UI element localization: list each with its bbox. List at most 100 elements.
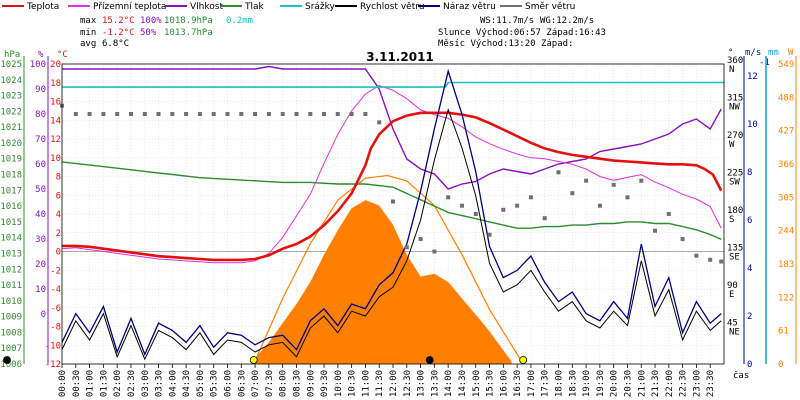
x-tick-label: 02:30 [127, 370, 137, 397]
x-tick-label: 10:30 [348, 370, 358, 397]
w-tick-label: 305 [778, 193, 794, 203]
wind-dir-point [377, 120, 382, 125]
hpa-tick-label: 1013 [0, 249, 22, 259]
axis-title-hpa: hPa [4, 50, 20, 60]
x-tick-label: 04:30 [182, 370, 192, 397]
x-tick-label: 21:00 [637, 370, 647, 397]
wind-dir-point [570, 191, 575, 196]
dir-tick-label: 135 [727, 244, 743, 254]
sun-moon-markers [3, 356, 528, 364]
x-tick-label: 16:30 [513, 370, 523, 397]
axis-ms-top: -1 [759, 58, 770, 68]
x-tick-label: 08:00 [279, 370, 289, 397]
x-tick-label: 06:30 [237, 370, 247, 397]
x-tick-label: 15:00 [472, 370, 482, 397]
pct-tick-label: 10 [35, 285, 46, 295]
wind-dir-point [239, 112, 244, 116]
dir-compass-label: NE [729, 328, 740, 338]
moon-times: Měsíc Východ:13:20 Západ: [438, 39, 573, 49]
wind-dir-point [625, 195, 630, 200]
x-tick-label: 19:30 [596, 370, 606, 397]
w-tick-label: 0 [778, 360, 783, 370]
dir-compass-label: NW [729, 103, 740, 113]
wind-dir-point [87, 112, 92, 116]
rain-line [62, 81, 724, 88]
x-tick-label: 21:30 [651, 370, 661, 397]
wind-dir-point [280, 112, 285, 116]
x-tick-label: 05:30 [210, 370, 220, 397]
x-tick-label: 03:00 [141, 370, 151, 397]
wind-dir-point [129, 112, 133, 116]
wind-dir-point [253, 112, 258, 116]
x-tick-label: 06:00 [224, 370, 234, 397]
axis-titles: hPa % °C ° m/s mm W -1 čas [4, 48, 794, 381]
x-tick-label: 09:00 [306, 370, 316, 397]
temp-tick-label: 14 [50, 116, 61, 126]
temp-tick-label: 0 [56, 248, 61, 258]
wind-dir-point [404, 245, 409, 250]
ms-tick-label: 6 [747, 216, 752, 226]
pct-tick-label: 50 [35, 185, 46, 195]
axis-title-dir: ° [728, 48, 733, 58]
hpa-tick-label: 1015 [0, 218, 22, 228]
wind-dir-point [487, 232, 492, 237]
wind-dir-point [719, 259, 724, 264]
legend-label-wind_gust: Náraz větru [443, 2, 496, 12]
legend-label-rain: Srážky [305, 2, 336, 12]
wind-dir-point [211, 112, 216, 116]
temp-tick-label: -8 [50, 323, 61, 333]
axes: 1025102410231022102110201019101810171016… [0, 56, 797, 397]
x-tick-label: 22:00 [665, 370, 675, 397]
x-tick-label: 01:30 [99, 370, 109, 397]
x-tick-label: 05:00 [196, 370, 206, 397]
x-tick-label: 12:00 [389, 370, 399, 397]
wind-dir-point [115, 112, 120, 116]
hpa-tick-label: 1019 [0, 155, 22, 165]
wind-dir-point [680, 237, 685, 241]
wind-dir-point [101, 112, 106, 116]
hpa-tick-label: 1016 [0, 202, 22, 212]
wind-dir-point [322, 112, 326, 116]
x-tick-label: 18:00 [555, 370, 565, 397]
avg-temp: 6.8°C [102, 39, 129, 49]
wind-dir-point [156, 112, 161, 116]
w-tick-label: 244 [778, 227, 794, 237]
wind-speed-line [61, 107, 722, 361]
wind-dir-point [446, 195, 451, 200]
x-tick-label: 19:00 [582, 370, 592, 397]
x-tick-label: 14:00 [444, 370, 454, 397]
dir-tick-label: 225 [727, 169, 743, 179]
legend-label-wind_dir: Směr větru [525, 2, 575, 12]
axis-title-temp: °C [57, 50, 68, 60]
series-lines [61, 65, 724, 361]
hpa-tick-label: 1011 [0, 281, 22, 291]
min-temp: -1.2°C [102, 28, 135, 38]
x-tick-label: 14:30 [458, 370, 468, 397]
x-tick-label: 10:00 [334, 370, 344, 397]
wind-dir-point [335, 112, 340, 116]
w-tick-label: 488 [778, 93, 794, 103]
x-tick-label: 22:30 [679, 370, 689, 397]
x-tick-label: 12:30 [403, 370, 413, 397]
hpa-tick-label: 1022 [0, 107, 22, 117]
wind-dir-point [197, 112, 202, 116]
x-tick-label: 01:00 [86, 370, 96, 397]
dir-tick-label: 360 [727, 56, 743, 66]
pct-tick-label: 90 [35, 85, 46, 95]
pct-tick-label: 40 [35, 210, 46, 220]
wind-dir-point [266, 112, 271, 116]
temp-tick-label: 6 [56, 191, 61, 201]
legend-label-humidity: Vlhkost [190, 2, 223, 12]
hpa-tick-label: 1006 [0, 360, 22, 370]
min-hum: 50% [140, 28, 157, 38]
wind-dir-point [294, 112, 299, 116]
dir-tick-label: 45 [727, 319, 738, 329]
pct-tick-label: 70 [35, 135, 46, 145]
x-tick-label: 11:30 [375, 370, 385, 397]
max-label: max [80, 16, 97, 26]
temp-tick-label: 10 [50, 154, 61, 164]
temp-tick-label: -4 [50, 285, 61, 295]
x-tick-label: 23:30 [706, 370, 716, 397]
pct-tick-label: 60 [35, 160, 46, 170]
hpa-tick-label: 1021 [0, 123, 22, 133]
